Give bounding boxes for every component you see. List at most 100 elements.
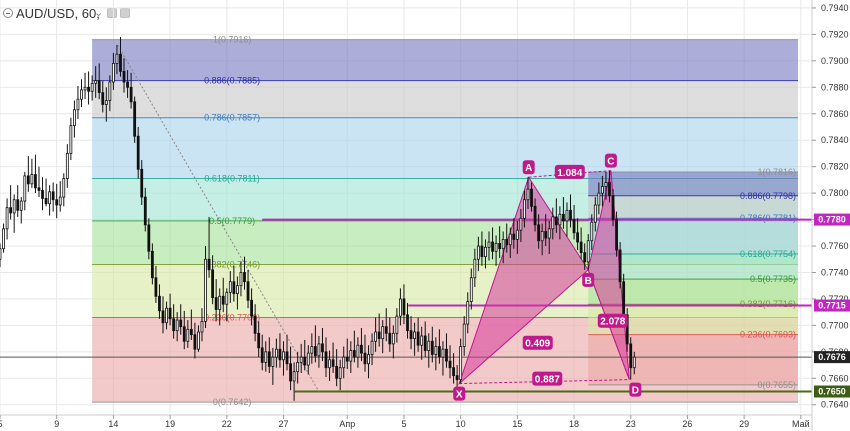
candle-body xyxy=(182,326,186,342)
price-tag-bg xyxy=(814,351,850,364)
candle-body xyxy=(459,346,463,381)
candle-body xyxy=(491,241,494,252)
candle-body xyxy=(200,321,204,333)
fib-left-level-label: 0.382(0.7746) xyxy=(204,260,260,270)
candle-body xyxy=(494,242,498,252)
candle-body xyxy=(313,346,317,357)
pattern-bd-line xyxy=(587,269,630,380)
candle-body xyxy=(80,89,83,100)
candle-body xyxy=(416,331,420,346)
candle-body xyxy=(452,367,455,377)
fib-right-level-label: 0.618(0.7754) xyxy=(740,249,796,259)
candle-body xyxy=(384,326,388,334)
candle-body xyxy=(618,249,622,283)
point-b-label-bg xyxy=(582,272,595,287)
candle-body xyxy=(540,231,544,242)
candle-body xyxy=(9,207,13,214)
price-tick-label: 0.7920 xyxy=(821,29,849,39)
candle-body xyxy=(576,232,579,243)
candle-body xyxy=(111,63,115,83)
candle-body xyxy=(243,272,246,283)
point-d-label: D xyxy=(632,386,639,397)
collapse-icon[interactable] xyxy=(3,8,13,18)
trend-line-dotted xyxy=(117,44,320,392)
candle-body xyxy=(608,182,611,197)
candle-body xyxy=(73,109,76,127)
candle-body xyxy=(5,207,9,230)
candle-body xyxy=(69,125,73,154)
price-tag-label: 0.7676 xyxy=(818,352,846,362)
ratio-bcd-label-bg xyxy=(597,313,628,328)
candle-body xyxy=(572,219,576,234)
point-x-label-bg xyxy=(453,386,466,401)
candle-body xyxy=(2,228,5,250)
candle-body xyxy=(296,362,300,373)
candle-body xyxy=(338,367,342,379)
candle-body xyxy=(611,195,615,220)
candle-body xyxy=(101,92,105,105)
candle-body xyxy=(501,239,505,250)
candle-body xyxy=(48,191,52,205)
point-c-label-bg xyxy=(604,153,617,168)
candle-body xyxy=(165,307,168,324)
price-tick-label: 0.7880 xyxy=(821,82,849,92)
candle-body xyxy=(590,221,594,242)
candle-body xyxy=(221,295,225,305)
gear-icon[interactable] xyxy=(107,8,117,18)
time-tick-label: Май xyxy=(792,419,810,429)
candle-body xyxy=(154,277,158,297)
candle-body xyxy=(434,346,438,355)
candle-body xyxy=(388,332,392,345)
candle-body xyxy=(189,328,193,336)
candle-body xyxy=(406,314,409,332)
candle-body xyxy=(512,233,516,240)
fib-right-zone xyxy=(588,195,798,219)
time-tick-label: 5 xyxy=(0,419,3,429)
candle-body xyxy=(381,326,385,340)
point-b-label: B xyxy=(585,276,592,287)
candle-body xyxy=(420,335,424,346)
chevron-down-icon[interactable]: ⌄ xyxy=(94,7,104,19)
price-tick-label: 0.7800 xyxy=(821,188,849,198)
candle-body xyxy=(547,228,551,239)
fib-left-level-label: 0(0.7642) xyxy=(213,397,252,407)
candle-body xyxy=(484,246,487,258)
candle-body xyxy=(455,375,459,381)
candle-body xyxy=(508,233,512,246)
time-tick-label: 5 xyxy=(401,419,406,429)
candle-body xyxy=(391,332,395,345)
candle-body xyxy=(44,198,48,205)
fib-right-zone xyxy=(588,218,798,254)
point-x-label: X xyxy=(456,390,463,401)
candle-body xyxy=(399,298,402,317)
fib-left-level-label: 0.786(0.7857) xyxy=(204,113,260,123)
symbol-title[interactable]: AUD/USD, 60, xyxy=(16,6,100,21)
candle-body xyxy=(597,192,601,206)
candle-body xyxy=(250,299,253,317)
candle-body xyxy=(97,80,101,93)
time-tick-label: 27 xyxy=(278,419,288,429)
candle-body xyxy=(147,224,151,252)
candle-body xyxy=(367,354,370,365)
candle-body xyxy=(87,86,90,92)
fib-right-zone xyxy=(588,171,798,196)
candle-body xyxy=(306,352,310,366)
candle-body xyxy=(108,81,112,101)
candle-body xyxy=(257,332,261,349)
candle-body xyxy=(625,314,629,345)
candle-body xyxy=(175,319,179,332)
candle-body xyxy=(554,216,558,226)
candle-body xyxy=(232,281,236,295)
candle-body xyxy=(519,217,523,231)
candle-body xyxy=(264,351,268,363)
candle-body xyxy=(363,352,367,365)
candle-body xyxy=(437,346,441,358)
settings-icon[interactable] xyxy=(120,8,130,18)
candle-body xyxy=(551,216,555,230)
candle-body xyxy=(19,200,23,211)
candle-body xyxy=(278,348,282,361)
candle-body xyxy=(23,175,27,202)
candle-body xyxy=(271,356,275,367)
candle-body xyxy=(402,298,406,316)
